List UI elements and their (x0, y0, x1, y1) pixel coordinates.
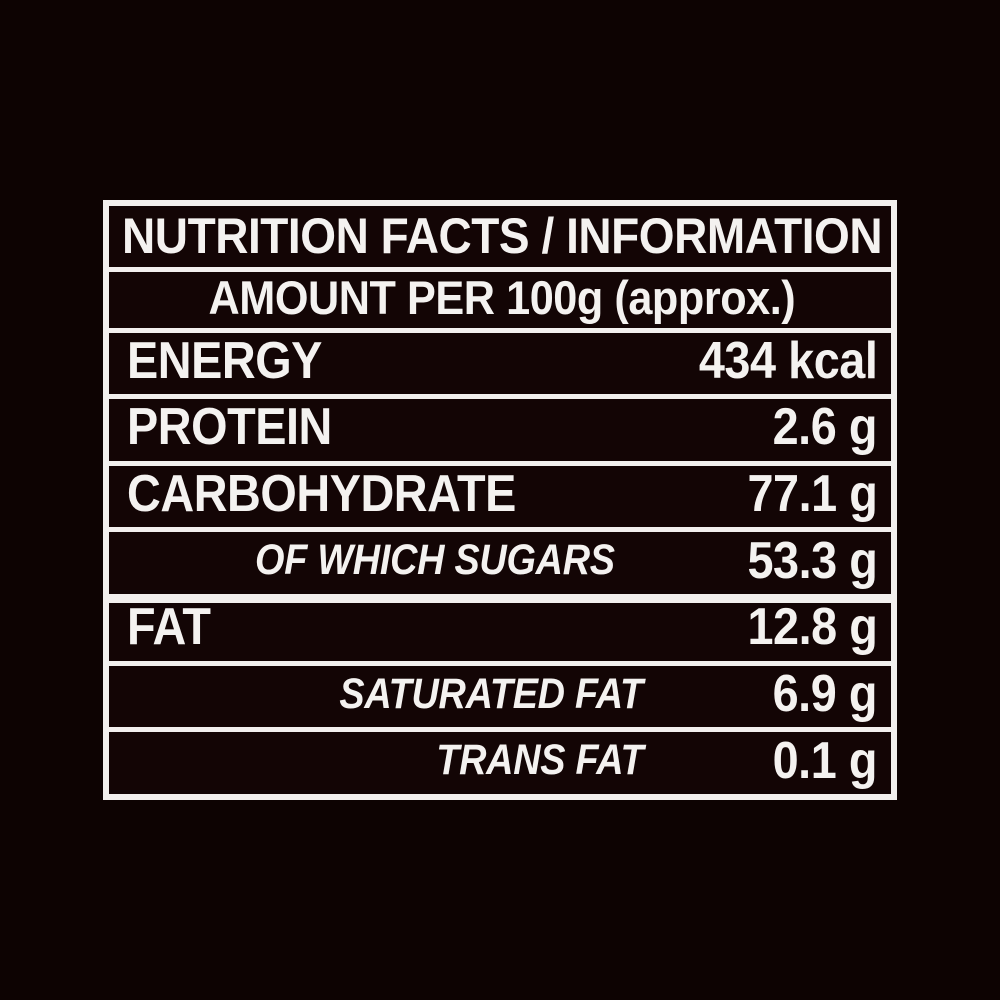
nutrient-label: CARBOHYDRATE (127, 465, 516, 524)
table-row-of-which-sugars: OF WHICH SUGARS 53.3 g (109, 527, 891, 595)
nutrient-label: TRANS FAT (435, 736, 643, 785)
nutrient-value: 12.8 g (747, 598, 877, 657)
nutrient-label: SATURATED FAT (339, 669, 644, 718)
nutrient-label: FAT (127, 598, 211, 657)
table-row-protein: PROTEIN 2.6 g (109, 394, 891, 461)
nutrient-value: 77.1 g (747, 465, 877, 524)
nutrition-facts-panel: NUTRITION FACTS / INFORMATION AMOUNT PER… (103, 200, 897, 800)
amount-per-serving-row: AMOUNT PER 100g (approx.) (109, 266, 891, 328)
nutrient-label: ENERGY (127, 331, 322, 390)
nutrient-value: 53.3 g (747, 531, 877, 590)
table-row-fat: FAT 12.8 g (109, 594, 891, 661)
nutrient-value: 434 kcal (698, 331, 877, 390)
page-title: NUTRITION FACTS / INFORMATION (121, 208, 883, 265)
table-row-saturated-fat: SATURATED FAT 6.9 g (109, 660, 891, 728)
nutrient-label: PROTEIN (127, 398, 332, 457)
amount-basis-label: AMOUNT PER 100g (approx.) (208, 270, 796, 324)
nutrient-value: 6.9 g (772, 665, 878, 724)
table-row-carbohydrate: CARBOHYDRATE 77.1 g (109, 460, 891, 528)
nutrient-value: 2.6 g (772, 398, 878, 457)
nutrition-facts-title-row: NUTRITION FACTS / INFORMATION (109, 206, 891, 267)
table-row-trans-fat: TRANS FAT 0.1 g (109, 727, 891, 795)
nutrient-value: 0.1 g (772, 731, 878, 790)
table-row-energy: ENERGY 434 kcal (109, 327, 891, 395)
nutrient-label: OF WHICH SUGARS (254, 536, 615, 585)
